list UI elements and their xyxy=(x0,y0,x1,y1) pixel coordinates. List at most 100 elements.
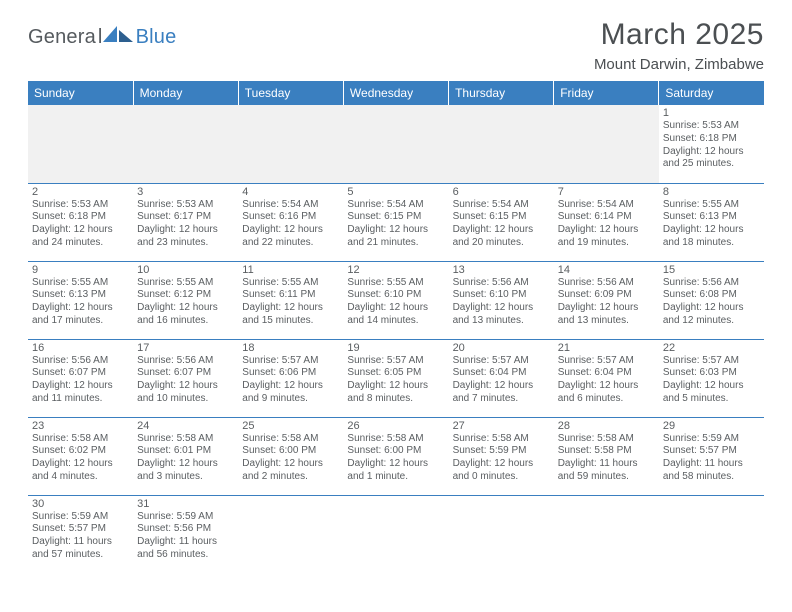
calendar-cell: 24Sunrise: 5:58 AMSunset: 6:01 PMDayligh… xyxy=(133,417,238,495)
calendar-cell: 21Sunrise: 5:57 AMSunset: 6:04 PMDayligh… xyxy=(554,339,659,417)
header: General Blue March 2025 Mount Darwin, Zi… xyxy=(28,18,764,73)
day-number: 26 xyxy=(347,420,444,432)
day-number: 15 xyxy=(663,264,760,276)
calendar-cell xyxy=(133,105,238,183)
calendar-cell: 19Sunrise: 5:57 AMSunset: 6:05 PMDayligh… xyxy=(343,339,448,417)
logo-text-blue: Blue xyxy=(136,26,177,49)
calendar-cell: 10Sunrise: 5:55 AMSunset: 6:12 PMDayligh… xyxy=(133,261,238,339)
calendar-header-row: Sunday Monday Tuesday Wednesday Thursday… xyxy=(28,81,764,105)
calendar-cell xyxy=(554,105,659,183)
day-header: Wednesday xyxy=(343,81,448,105)
calendar-cell xyxy=(28,105,133,183)
day-info: Sunrise: 5:56 AMSunset: 6:07 PMDaylight:… xyxy=(137,355,234,406)
calendar-cell: 15Sunrise: 5:56 AMSunset: 6:08 PMDayligh… xyxy=(659,261,764,339)
calendar-body: 1 Sunrise: 5:53 AMSunset: 6:18 PMDaylight… xyxy=(28,105,764,573)
calendar-cell: 3Sunrise: 5:53 AMSunset: 6:17 PMDaylight… xyxy=(133,183,238,261)
calendar-cell: 9Sunrise: 5:55 AMSunset: 6:13 PMDaylight… xyxy=(28,261,133,339)
calendar-cell: 25Sunrise: 5:58 AMSunset: 6:00 PMDayligh… xyxy=(238,417,343,495)
calendar-cell: 13Sunrise: 5:56 AMSunset: 6:10 PMDayligh… xyxy=(449,261,554,339)
calendar-cell: 2Sunrise: 5:53 AMSunset: 6:18 PMDaylight… xyxy=(28,183,133,261)
day-number: 7 xyxy=(558,186,655,198)
day-number: 17 xyxy=(137,342,234,354)
calendar-cell: 6Sunrise: 5:54 AMSunset: 6:15 PMDaylight… xyxy=(449,183,554,261)
day-header: Friday xyxy=(554,81,659,105)
day-info: Sunrise: 5:57 AMSunset: 6:04 PMDaylight:… xyxy=(453,355,550,406)
day-header: Thursday xyxy=(449,81,554,105)
calendar-cell xyxy=(554,495,659,573)
day-number: 11 xyxy=(242,264,339,276)
day-info: Sunrise: 5:57 AMSunset: 6:03 PMDaylight:… xyxy=(663,355,760,406)
day-info: Sunrise: 5:56 AMSunset: 6:10 PMDaylight:… xyxy=(453,277,550,328)
day-info: Sunrise: 5:58 AMSunset: 5:58 PMDaylight:… xyxy=(558,433,655,484)
day-number: 2 xyxy=(32,186,129,198)
page-subtitle: Mount Darwin, Zimbabwe xyxy=(594,56,764,73)
day-number: 27 xyxy=(453,420,550,432)
day-info: Sunrise: 5:53 AMSunset: 6:18 PMDaylight:… xyxy=(32,199,129,250)
day-info: Sunrise: 5:58 AMSunset: 5:59 PMDaylight:… xyxy=(453,433,550,484)
day-number: 31 xyxy=(137,498,234,510)
day-number: 23 xyxy=(32,420,129,432)
logo-sail-icon xyxy=(103,24,135,44)
logo: General Blue xyxy=(28,24,176,50)
day-info: Sunrise: 5:55 AMSunset: 6:13 PMDaylight:… xyxy=(663,199,760,250)
day-number: 29 xyxy=(663,420,760,432)
calendar-cell: 29Sunrise: 5:59 AMSunset: 5:57 PMDayligh… xyxy=(659,417,764,495)
day-header: Saturday xyxy=(659,81,764,105)
day-number: 9 xyxy=(32,264,129,276)
calendar-cell: 4Sunrise: 5:54 AMSunset: 6:16 PMDaylight… xyxy=(238,183,343,261)
calendar-cell: 18Sunrise: 5:57 AMSunset: 6:06 PMDayligh… xyxy=(238,339,343,417)
day-info: Sunrise: 5:58 AMSunset: 6:01 PMDaylight:… xyxy=(137,433,234,484)
calendar-cell xyxy=(238,495,343,573)
calendar-row: 1Sunrise: 5:53 AMSunset: 6:18 PMDaylight… xyxy=(28,105,764,183)
day-info: Sunrise: 5:57 AMSunset: 6:05 PMDaylight:… xyxy=(347,355,444,406)
day-info: Sunrise: 5:57 AMSunset: 6:06 PMDaylight:… xyxy=(242,355,339,406)
day-number: 19 xyxy=(347,342,444,354)
day-info: Sunrise: 5:54 AMSunset: 6:15 PMDaylight:… xyxy=(453,199,550,250)
day-info: Sunrise: 5:58 AMSunset: 6:00 PMDaylight:… xyxy=(347,433,444,484)
calendar-cell: 23Sunrise: 5:58 AMSunset: 6:02 PMDayligh… xyxy=(28,417,133,495)
day-number: 13 xyxy=(453,264,550,276)
day-info: Sunrise: 5:55 AMSunset: 6:13 PMDaylight:… xyxy=(32,277,129,328)
calendar-cell: 31Sunrise: 5:59 AMSunset: 5:56 PMDayligh… xyxy=(133,495,238,573)
calendar-cell: 8Sunrise: 5:55 AMSunset: 6:13 PMDaylight… xyxy=(659,183,764,261)
day-info: Sunrise: 5:58 AMSunset: 6:00 PMDaylight:… xyxy=(242,433,339,484)
calendar-cell xyxy=(449,105,554,183)
day-header: Sunday xyxy=(28,81,133,105)
day-number: 8 xyxy=(663,186,760,198)
calendar-cell: 16Sunrise: 5:56 AMSunset: 6:07 PMDayligh… xyxy=(28,339,133,417)
calendar-cell: 12Sunrise: 5:55 AMSunset: 6:10 PMDayligh… xyxy=(343,261,448,339)
day-info: Sunrise: 5:56 AMSunset: 6:09 PMDaylight:… xyxy=(558,277,655,328)
day-number: 24 xyxy=(137,420,234,432)
day-number: 22 xyxy=(663,342,760,354)
day-number: 28 xyxy=(558,420,655,432)
calendar-cell xyxy=(238,105,343,183)
day-info: Sunrise: 5:54 AMSunset: 6:14 PMDaylight:… xyxy=(558,199,655,250)
calendar-page: General Blue March 2025 Mount Darwin, Zi… xyxy=(0,0,792,573)
day-info: Sunrise: 5:56 AMSunset: 6:08 PMDaylight:… xyxy=(663,277,760,328)
calendar-row: 23Sunrise: 5:58 AMSunset: 6:02 PMDayligh… xyxy=(28,417,764,495)
calendar-cell: 20Sunrise: 5:57 AMSunset: 6:04 PMDayligh… xyxy=(449,339,554,417)
calendar-cell: 17Sunrise: 5:56 AMSunset: 6:07 PMDayligh… xyxy=(133,339,238,417)
day-header: Tuesday xyxy=(238,81,343,105)
calendar-cell xyxy=(659,495,764,573)
logo-text-general: Genera xyxy=(28,26,96,49)
day-number: 3 xyxy=(137,186,234,198)
day-number: 16 xyxy=(32,342,129,354)
calendar-cell xyxy=(343,495,448,573)
day-number: 12 xyxy=(347,264,444,276)
page-title: March 2025 xyxy=(594,18,764,52)
calendar-cell: 22Sunrise: 5:57 AMSunset: 6:03 PMDayligh… xyxy=(659,339,764,417)
calendar-cell: 7Sunrise: 5:54 AMSunset: 6:14 PMDaylight… xyxy=(554,183,659,261)
calendar-row: 30Sunrise: 5:59 AMSunset: 5:57 PMDayligh… xyxy=(28,495,764,573)
calendar-row: 2Sunrise: 5:53 AMSunset: 6:18 PMDaylight… xyxy=(28,183,764,261)
day-info: Sunrise: 5:56 AMSunset: 6:07 PMDaylight:… xyxy=(32,355,129,406)
day-number: 25 xyxy=(242,420,339,432)
day-number: 5 xyxy=(347,186,444,198)
calendar-row: 9Sunrise: 5:55 AMSunset: 6:13 PMDaylight… xyxy=(28,261,764,339)
calendar-cell: 26Sunrise: 5:58 AMSunset: 6:00 PMDayligh… xyxy=(343,417,448,495)
day-header: Monday xyxy=(133,81,238,105)
day-number: 10 xyxy=(137,264,234,276)
calendar-cell: 28Sunrise: 5:58 AMSunset: 5:58 PMDayligh… xyxy=(554,417,659,495)
day-number: 1 xyxy=(663,107,760,119)
day-number: 21 xyxy=(558,342,655,354)
